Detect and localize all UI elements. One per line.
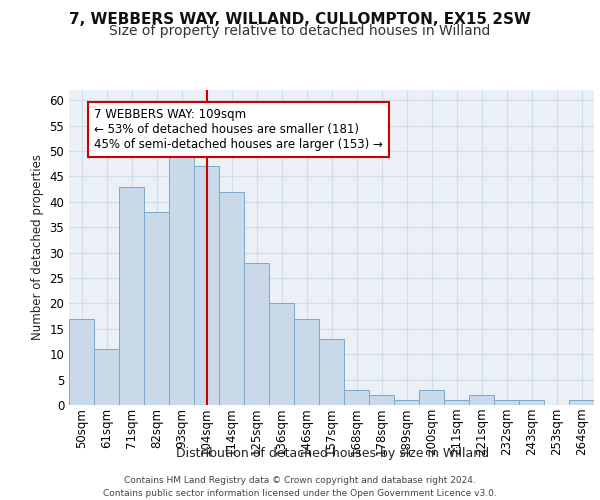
Bar	[169, 151, 194, 405]
Bar	[244, 262, 269, 405]
Bar	[494, 400, 519, 405]
Bar	[394, 400, 419, 405]
Bar	[419, 390, 444, 405]
Text: Contains HM Land Registry data © Crown copyright and database right 2024.
Contai: Contains HM Land Registry data © Crown c…	[103, 476, 497, 498]
Bar	[119, 186, 144, 405]
Bar	[519, 400, 544, 405]
Text: 7, WEBBERS WAY, WILLAND, CULLOMPTON, EX15 2SW: 7, WEBBERS WAY, WILLAND, CULLOMPTON, EX1…	[69, 12, 531, 28]
Bar	[444, 400, 469, 405]
Bar	[319, 339, 344, 405]
Bar	[369, 395, 394, 405]
Bar	[94, 349, 119, 405]
Bar	[69, 318, 94, 405]
Bar	[344, 390, 369, 405]
Text: Size of property relative to detached houses in Willand: Size of property relative to detached ho…	[109, 24, 491, 38]
Bar	[219, 192, 244, 405]
Bar	[269, 304, 294, 405]
Bar	[469, 395, 494, 405]
Bar	[144, 212, 169, 405]
Bar	[294, 318, 319, 405]
Text: 7 WEBBERS WAY: 109sqm
← 53% of detached houses are smaller (181)
45% of semi-det: 7 WEBBERS WAY: 109sqm ← 53% of detached …	[94, 108, 383, 151]
Bar	[194, 166, 219, 405]
Bar	[569, 400, 594, 405]
Text: Distribution of detached houses by size in Willand: Distribution of detached houses by size …	[176, 448, 490, 460]
Y-axis label: Number of detached properties: Number of detached properties	[31, 154, 44, 340]
